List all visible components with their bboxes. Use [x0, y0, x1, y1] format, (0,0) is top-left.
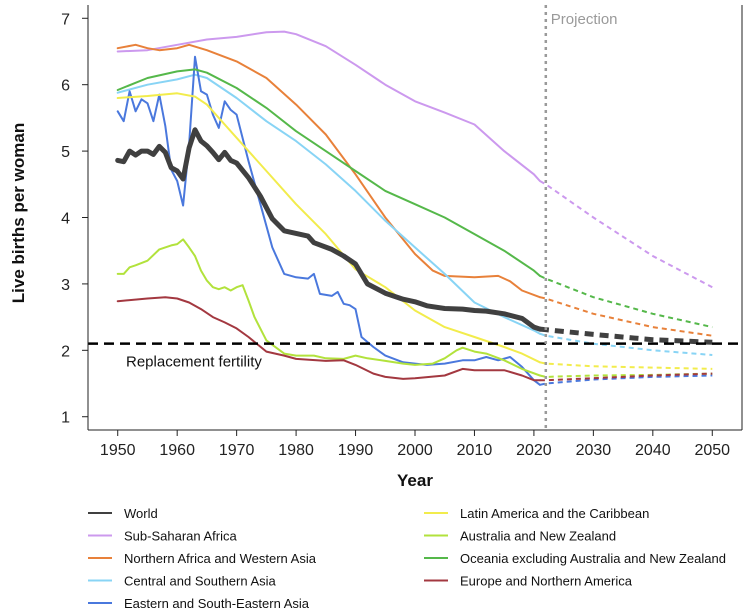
- chart-overlay: Replacement fertility Projection: [88, 5, 742, 430]
- x-tick-label: 2030: [576, 442, 612, 459]
- legend-label-5: Latin America and the Caribbean: [460, 506, 649, 521]
- series-line-5: [116, 92, 541, 364]
- series-line-8: [116, 296, 541, 382]
- series-line-3: [116, 73, 541, 335]
- y-tick-label: 6: [61, 78, 70, 95]
- series-projection-1: [539, 180, 713, 289]
- y-tick-label: 4: [61, 211, 70, 228]
- legend-label-2: Northern Africa and Western Asia: [124, 551, 317, 566]
- x-tick-label: 2050: [694, 442, 730, 459]
- series-projection-2: [539, 296, 713, 337]
- x-tick-label: 2040: [635, 442, 671, 459]
- series-projection-8: [539, 372, 713, 382]
- series-line-7: [116, 68, 541, 277]
- y-tick-label: 3: [61, 277, 70, 294]
- series-line-0: [115, 127, 543, 332]
- series-projection-6: [539, 372, 713, 378]
- y-axis-label: Live births per woman: [9, 123, 28, 303]
- axes: 1 2 3 4 5 6 7 1950 1960 1970 1980 1990 2000 2010 2020 2…: [9, 5, 743, 490]
- x-tick-label: 2010: [457, 442, 493, 459]
- y-tick-label: 5: [61, 144, 70, 161]
- x-tick-label: 2020: [516, 442, 552, 459]
- x-tick-label: 1970: [219, 442, 255, 459]
- series-line-2: [116, 43, 541, 299]
- y-tick-label: 2: [61, 343, 70, 360]
- series-projection-5: [539, 361, 713, 370]
- legend-label-1: Sub-Saharan Africa: [124, 529, 238, 544]
- series-line-1: [116, 30, 541, 182]
- series-line-4: [116, 55, 541, 386]
- projection-label: Projection: [551, 11, 618, 28]
- legend: World Sub-Saharan Africa Northern Africa a…: [88, 506, 726, 611]
- y-tick-label: 7: [61, 11, 70, 28]
- x-tick-label: 1950: [100, 442, 136, 459]
- replacement-label: Replacement fertility: [126, 354, 262, 371]
- legend-label-4: Eastern and South-Eastern Asia: [124, 596, 310, 611]
- legend-label-6: Australia and New Zealand: [460, 529, 616, 544]
- x-tick-label: 1990: [338, 442, 374, 459]
- legend-label-7: Oceania excluding Australia and New Zeal…: [460, 551, 726, 566]
- x-tick-label: 1980: [278, 442, 314, 459]
- x-axis-label: Year: [397, 471, 433, 490]
- legend-label-3: Central and Southern Asia: [124, 574, 277, 589]
- legend-label-0: World: [124, 506, 158, 521]
- series-projection-4: [539, 374, 713, 386]
- x-tick-label: 2000: [397, 442, 433, 459]
- series-projection-0: [539, 326, 713, 345]
- x-tick-label: 1960: [159, 442, 195, 459]
- series-line-6: [116, 238, 541, 377]
- series-lines: [115, 30, 713, 386]
- series-projection-7: [539, 274, 713, 329]
- legend-label-8: Europe and Northern America: [460, 574, 633, 589]
- y-tick-label: 1: [61, 410, 70, 427]
